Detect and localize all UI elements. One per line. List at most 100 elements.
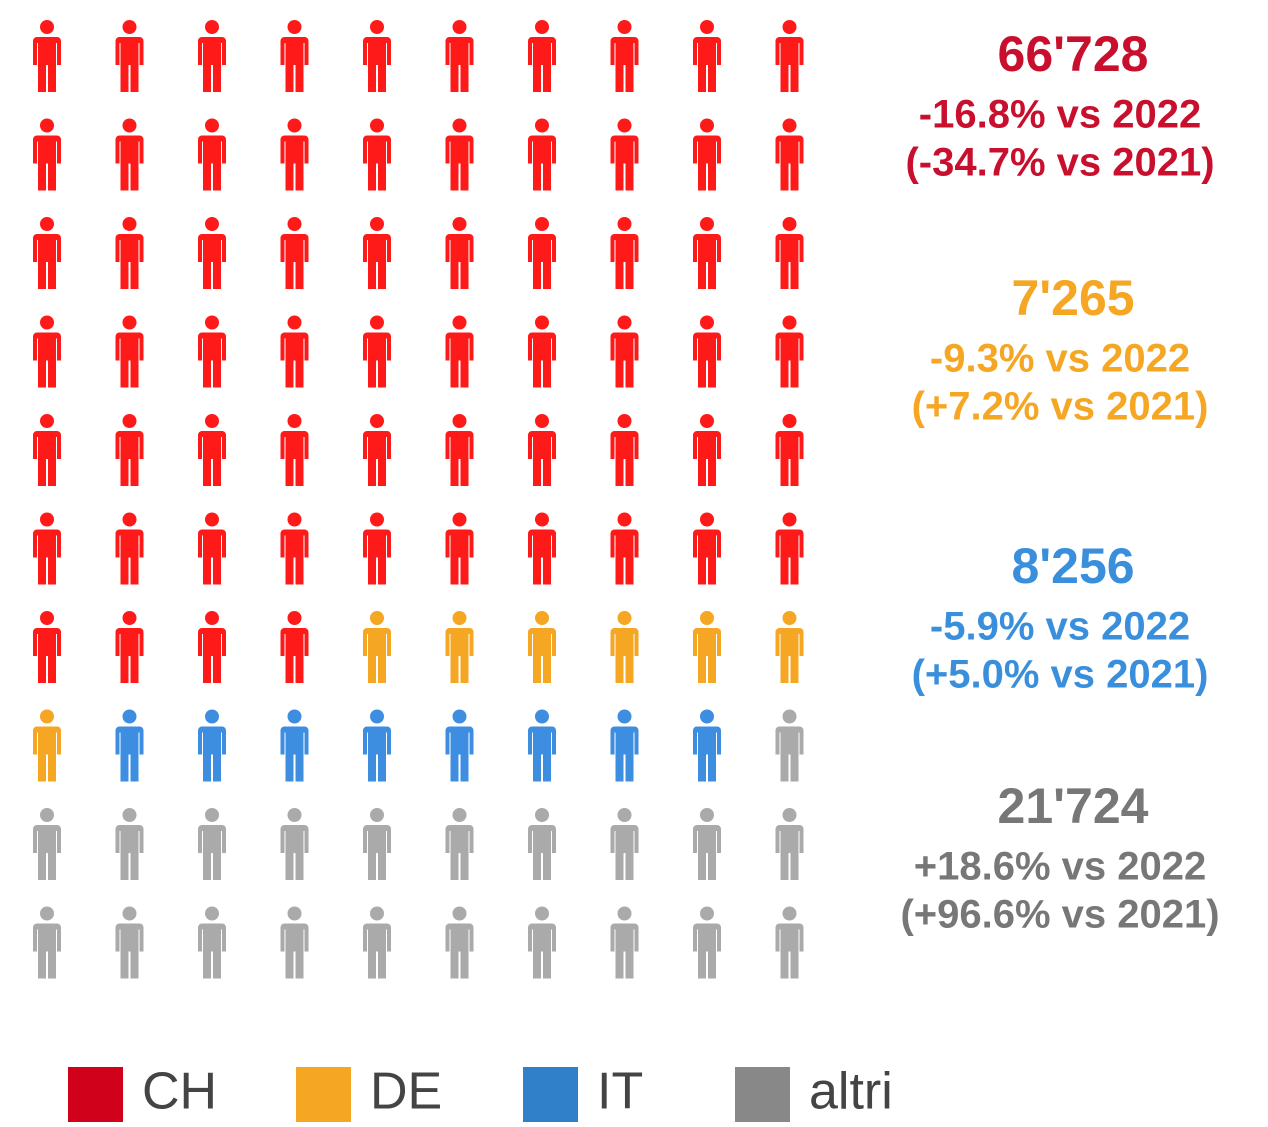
person-icon (693, 906, 721, 979)
person-icon (528, 315, 556, 388)
person-icon (775, 808, 804, 880)
person-icon (610, 315, 639, 388)
person-icon (445, 808, 474, 880)
person-icon (280, 217, 309, 289)
person-icon (33, 414, 61, 486)
change-2022: -9.3% vs 2022 (930, 337, 1190, 381)
legend-label: CH (142, 1063, 217, 1121)
person-icon (33, 217, 61, 289)
person-icon (115, 808, 144, 880)
person-icon (33, 808, 61, 880)
person-icon (445, 611, 474, 683)
person-icon (280, 414, 309, 486)
person-icon (693, 414, 721, 486)
person-icon (198, 315, 226, 388)
person-icon (610, 611, 639, 683)
person-icon (528, 906, 556, 979)
person-icon (115, 315, 144, 388)
change-2021: (-34.7% vs 2021) (905, 141, 1214, 185)
person-icon (775, 217, 804, 289)
person-icon (115, 906, 144, 979)
legend-swatch (523, 1067, 578, 1122)
person-icon (198, 611, 226, 683)
legend-swatch (296, 1067, 351, 1122)
person-icon (115, 512, 144, 585)
person-icon (198, 217, 226, 289)
person-icon (363, 512, 391, 585)
person-icon (528, 414, 556, 486)
person-icon (775, 118, 804, 191)
person-icon (363, 20, 391, 92)
person-icon (115, 611, 144, 683)
person-icon (445, 217, 474, 289)
change-2022: -16.8% vs 2022 (919, 93, 1201, 137)
person-icon (33, 118, 61, 191)
person-icon (280, 315, 309, 388)
person-icon (198, 118, 226, 191)
person-icon (445, 512, 474, 585)
person-icon (33, 906, 61, 979)
person-icon (610, 808, 639, 880)
person-icon (610, 118, 639, 191)
person-icon (610, 709, 639, 782)
change-2021: (+5.0% vs 2021) (912, 653, 1209, 697)
person-icon (115, 217, 144, 289)
change-2021: (+7.2% vs 2021) (912, 385, 1209, 429)
person-icon (693, 808, 721, 880)
person-icon (198, 808, 226, 880)
person-icon (775, 611, 804, 683)
person-icon (280, 20, 309, 92)
person-icon (363, 709, 391, 782)
person-icon (33, 709, 61, 782)
person-icon (528, 709, 556, 782)
person-icon (610, 906, 639, 979)
person-icon (445, 906, 474, 979)
person-icon (363, 315, 391, 388)
person-icon (280, 906, 309, 979)
person-icon (693, 20, 721, 92)
person-icon (445, 709, 474, 782)
change-2022: +18.6% vs 2022 (914, 845, 1206, 889)
person-icon (693, 611, 721, 683)
person-icon (528, 20, 556, 92)
change-2021: (+96.6% vs 2021) (900, 893, 1219, 937)
person-icon (115, 118, 144, 191)
person-icon (775, 315, 804, 388)
person-icon (610, 20, 639, 92)
person-icon (33, 512, 61, 585)
person-icon (363, 217, 391, 289)
person-icon (775, 512, 804, 585)
legend-swatch (735, 1067, 790, 1122)
value-label: 21'724 (998, 778, 1149, 834)
legend-label: DE (370, 1063, 442, 1121)
value-label: 66'728 (998, 26, 1149, 82)
person-icon (693, 709, 721, 782)
person-icon (280, 118, 309, 191)
person-icon (528, 808, 556, 880)
person-icon (115, 20, 144, 92)
person-icon (198, 709, 226, 782)
person-icon (445, 20, 474, 92)
person-icon (445, 315, 474, 388)
person-icon (33, 315, 61, 388)
person-icon (775, 414, 804, 486)
value-label: 8'256 (1011, 538, 1134, 594)
person-icon (528, 118, 556, 191)
person-icon (610, 414, 639, 486)
person-icon (528, 611, 556, 683)
value-label: 7'265 (1011, 270, 1134, 326)
person-icon (693, 315, 721, 388)
legend-label: altri (809, 1063, 893, 1121)
person-icon (280, 611, 309, 683)
person-icon (693, 217, 721, 289)
person-icon (775, 906, 804, 979)
person-icon (198, 20, 226, 92)
person-icon (610, 217, 639, 289)
person-icon (33, 20, 61, 92)
person-icon (115, 709, 144, 782)
person-icon (198, 512, 226, 585)
person-icon (445, 414, 474, 486)
person-icon (363, 414, 391, 486)
person-icon (363, 808, 391, 880)
